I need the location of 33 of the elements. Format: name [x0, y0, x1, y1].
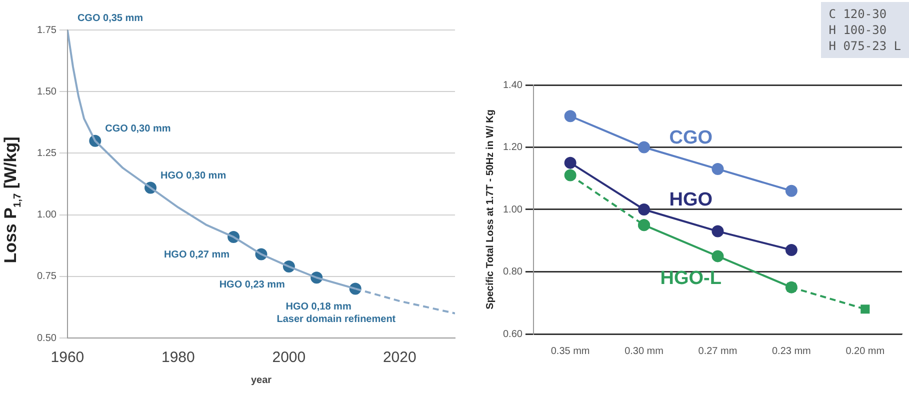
y-tick-label: 1.50 [36, 86, 57, 98]
x-tick-label: 1980 [162, 349, 195, 366]
annotation: CGO 0,30 mm [105, 124, 171, 135]
text: C 120-30 H 100-30 H 075-23 L [820, 2, 909, 58]
y-tick-label: 0.75 [36, 271, 57, 282]
annotation: Laser domain refinement [276, 314, 396, 325]
y-tick-label: 1.25 [36, 148, 57, 159]
y-tick-label: 0.50 [36, 332, 57, 344]
annotation: HGO 0,18 mm [286, 301, 352, 312]
y-tick-label: 0.80 [502, 266, 523, 278]
y-tick-label: 1.40 [502, 80, 523, 91]
x-tick-label: 2020 [382, 349, 416, 366]
x-tick-label: 0.30 mm [624, 346, 664, 357]
series-label: HGO [669, 190, 713, 211]
y-axis-title: Specific Total Loss at 1.7T - 50Hz in W/ Kg [484, 110, 496, 310]
x-tick-label: 0.35 mm [550, 346, 590, 357]
y-tick-label: 1.00 [502, 204, 523, 216]
series-label: HGO-L [660, 268, 722, 289]
x-tick-label: 0.20 mm [846, 346, 885, 357]
x-tick-label: 0.23 mm [772, 346, 811, 357]
x-axis-title: year [250, 374, 272, 386]
annotation: CGO 0,35 mm [77, 12, 144, 24]
annotation: HGO 0,27 mm [164, 250, 230, 261]
series-label: CGO [669, 127, 713, 148]
y-tick-label: 1.20 [502, 142, 523, 153]
x-tick-label: 0.27 mm [698, 346, 738, 357]
x-tick-label: 2000 [272, 349, 306, 366]
annotation: HGO 0,30 mm [160, 170, 226, 182]
x-tick-label: 1960 [50, 349, 84, 366]
y-tick-label: 0.60 [502, 328, 523, 340]
y-tick-label: 1.75 [36, 24, 57, 36]
annotation: HGO 0,23 mm [219, 279, 286, 290]
y-tick-label: 1.00 [36, 210, 57, 221]
